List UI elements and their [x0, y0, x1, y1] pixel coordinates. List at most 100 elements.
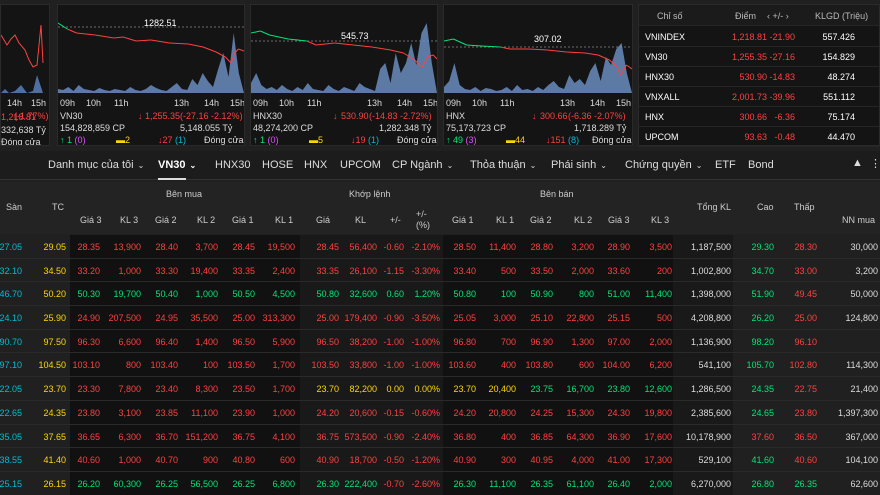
cell: 36.90 — [607, 431, 630, 442]
cell: 26.35 — [530, 478, 553, 489]
status-label: Đóng cửa — [204, 135, 244, 145]
cell: 36.75 — [232, 431, 255, 442]
table-row[interactable]: 22.65 24.35 23.80 3,100 23.85 11,100 23.90 1,00… — [0, 400, 880, 425]
cell: 23.40 — [155, 384, 178, 395]
table-row[interactable]: 22.05 23.70 23.30 7,800 23.40 8,300 23.50 1,700… — [0, 377, 880, 401]
cell: 40.60 — [794, 455, 817, 466]
cell: 2,000 — [649, 478, 672, 489]
index-row[interactable]: VNXALL 2,001.73 -39.96 551.112 — [639, 86, 879, 107]
tab-thỏa-thuận[interactable]: Thỏa thuận ⌄ — [470, 159, 537, 171]
cell: 36.85 — [530, 431, 553, 442]
tab-bond[interactable]: Bond — [748, 159, 774, 171]
table-row[interactable]: 38.55 41.40 40.60 1,000 40.70 900 40.80 600 40.9… — [0, 448, 880, 472]
table-row[interactable]: 90.70 97.50 96.30 6,600 96.40 1,400 96.50 5,900… — [0, 329, 880, 354]
tab-chứng-quyền[interactable]: Chứng quyền ⌄ — [625, 159, 703, 171]
cell: 38,200 — [349, 336, 377, 347]
cell: 50.40 — [155, 289, 178, 300]
cell: 19,800 — [644, 407, 672, 418]
chart-panel-vnindex[interactable]: 14h 15h 1,218.81 332,638 Tỷ Đóng cửa — [0, 4, 50, 146]
cell: 24.65 — [751, 407, 774, 418]
index-row[interactable]: VN30 1,255.35 -27.16 154.829 — [639, 46, 879, 67]
header-point: Điểm — [735, 11, 757, 21]
cell: 24.20 — [316, 407, 339, 418]
cell: 103.60 — [448, 360, 476, 371]
cell: 102.80 — [789, 360, 817, 371]
cell: 3,700 — [195, 242, 218, 252]
cell: 33.00 — [794, 265, 817, 276]
cell: 97.10 — [0, 360, 22, 371]
table-row[interactable]: 27.05 29.05 28.35 13,900 28.40 3,700 28.45 19,5… — [0, 235, 880, 259]
cell: 28.50 — [453, 242, 476, 252]
cell: 33,800 — [349, 360, 377, 371]
index-summary-table: Chỉ số Điểm ‹ +/- › KLGD (Triệu) VNINDEX… — [638, 4, 880, 147]
cell: 28.35 — [77, 242, 100, 252]
cell: 6,800 — [272, 478, 295, 489]
table-row[interactable]: 24.10 25.90 24.90 207,500 24.95 35,500 25.00 31… — [0, 306, 880, 330]
cell: 573,500 — [344, 431, 377, 442]
cell: 34.70 — [751, 265, 774, 276]
index-row[interactable]: HNX 300.66 -6.36 75.174 — [639, 106, 879, 127]
chart-vn30 — [58, 22, 244, 93]
cell: 1,300 — [571, 336, 594, 347]
cell: 1,398,000 — [690, 289, 731, 300]
cell: -2.60% — [411, 478, 440, 489]
cell: 26.15 — [43, 478, 66, 489]
cell: 11,400 — [489, 242, 516, 252]
tab-hnx30[interactable]: HNX30 — [215, 159, 251, 171]
cell: 1,286,500 — [690, 384, 731, 395]
tab-phái-sinh[interactable]: Phái sinh ⌄ — [551, 159, 607, 171]
table-row[interactable]: 25.15 26.15 26.20 60,300 26.25 56,500 26.25 6,8… — [0, 471, 880, 495]
cell: 400 — [500, 360, 516, 371]
cell: 367,000 — [845, 431, 878, 442]
group-khop-lenh: Khớp lệnh — [349, 189, 391, 199]
cell: 96.50 — [232, 336, 255, 347]
cell: 6,300 — [118, 431, 141, 442]
table-row[interactable]: 35.05 37.65 36.65 6,300 36.70 151,200 36.75 4,1… — [0, 424, 880, 449]
cell: 28.90 — [607, 242, 630, 252]
col-nn-mua: NN mua — [842, 215, 876, 225]
cell: 100 — [500, 289, 516, 300]
price-line — [76, 32, 96, 36]
cell: -1.00% — [411, 360, 440, 371]
index-name: VN30 — [60, 111, 83, 121]
cell: 4,208,800 — [690, 313, 731, 324]
table-row[interactable]: 46.70 50.20 50.30 19,700 50.40 1,000 50.50 4,50… — [0, 282, 880, 307]
cell: 200 — [656, 265, 672, 276]
cell: 29.30 — [751, 242, 774, 252]
col-gia-match: Giá — [316, 215, 331, 225]
index-row[interactable]: VNINDEX 1,218.81 -21.90 557.426 — [639, 26, 879, 47]
cell: 15,300 — [566, 407, 594, 418]
scroll-up-icon[interactable]: ▲ — [852, 157, 863, 169]
settings-icon[interactable]: ⋮ — [870, 158, 880, 170]
tab-vn30[interactable]: VN30 ⌄ — [158, 159, 197, 180]
up-count: ↑ 1 (0) — [60, 135, 86, 145]
tab-hnx[interactable]: HNX — [304, 159, 328, 171]
tab-hose[interactable]: HOSE — [262, 159, 294, 171]
cell: 96.80 — [453, 336, 476, 347]
col-change-pct-unit: (%) — [416, 220, 430, 230]
price-line — [528, 48, 548, 51]
table-row[interactable]: 97.10 104.50 103.10 800 103.40 100 103.50 1,700… — [0, 353, 880, 378]
chart-panel-hnx[interactable]: 09h 10h 11h 13h 14h 15h 307.02 HNX ↓ 300… — [443, 4, 633, 146]
tab-upcom[interactable]: UPCOM — [340, 159, 381, 171]
cell: 38.55 — [0, 455, 22, 466]
tab-danh-mục-của-tôi[interactable]: Danh mục của tôi ⌄ — [48, 159, 145, 171]
cell: -2.10% — [411, 242, 440, 252]
index-row[interactable]: HNX30 530.90 -14.83 48.274 — [639, 66, 879, 87]
cell: 40.95 — [530, 455, 553, 466]
cell: 60,300 — [113, 478, 141, 489]
table-row[interactable]: 32.10 34.50 33.20 1,000 33.30 19,400 33.35 2,40… — [0, 258, 880, 283]
chart-panel-hnx30[interactable]: 09h 10h 11h 13h 14h 15h 545.73 HNX30 ↓ 5… — [250, 4, 438, 146]
cell: 1,700 — [272, 384, 295, 395]
cell: 26.20 — [77, 478, 100, 489]
tab-etf[interactable]: ETF — [715, 159, 736, 171]
index-row[interactable]: UPCOM 93.63 -0.48 44.470 — [639, 126, 879, 147]
cell: 22.75 — [794, 384, 817, 395]
tab-cp-ngành[interactable]: CP Ngành ⌄ — [392, 159, 454, 171]
cell: 1,000 — [118, 455, 141, 466]
cell: 33.30 — [155, 265, 178, 276]
cell: 1,400 — [195, 336, 218, 347]
chart-panel-vn30[interactable]: 09h 10h 11h 13h 14h 15h 1282.51 VN30 ↓ 1… — [57, 4, 245, 146]
cell: 3,200 — [571, 242, 594, 252]
cell: 56,500 — [190, 478, 218, 489]
